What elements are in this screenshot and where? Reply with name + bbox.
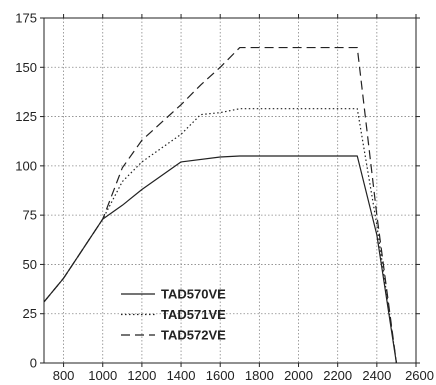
y-tick-label: 25 [23,306,37,321]
legend-label: TAD571VE [161,307,226,322]
x-tick-label: 2000 [284,368,313,383]
series-lines [43,46,398,364]
x-tick-label: 2200 [323,368,352,383]
x-tick-label: 1400 [167,368,196,383]
legend: TAD570VE TAD571VE TAD572VE [121,287,226,343]
y-tick-label: 50 [23,257,37,272]
legend-label: TAD572VE [161,328,226,343]
legend-label: TAD570VE [161,287,226,302]
plot-frame [43,17,417,364]
x-tick-label: 2600 [405,368,434,383]
series-line-tad571ve [43,108,398,364]
x-tick-label: 1000 [88,368,117,383]
x-tick-label: 1800 [245,368,274,383]
x-tick-label: 2400 [362,368,391,383]
y-tick-label: 100 [15,158,37,173]
y-tick-label: 125 [15,109,37,124]
y-tick-label: 75 [23,208,37,223]
y-tick-label: 175 [15,11,37,26]
axis-ticks: 800 1000 1200 1400 1600 1800 2000 2200 2400 2600 0… [15,11,434,384]
x-tick-label: 800 [53,368,75,383]
y-tick-label: 150 [15,60,37,75]
x-tick-label: 1600 [206,368,235,383]
y-tick-label: 0 [30,356,37,371]
grid [44,18,416,363]
series-line-tad572ve [43,46,398,364]
x-tick-label: 1200 [127,368,156,383]
